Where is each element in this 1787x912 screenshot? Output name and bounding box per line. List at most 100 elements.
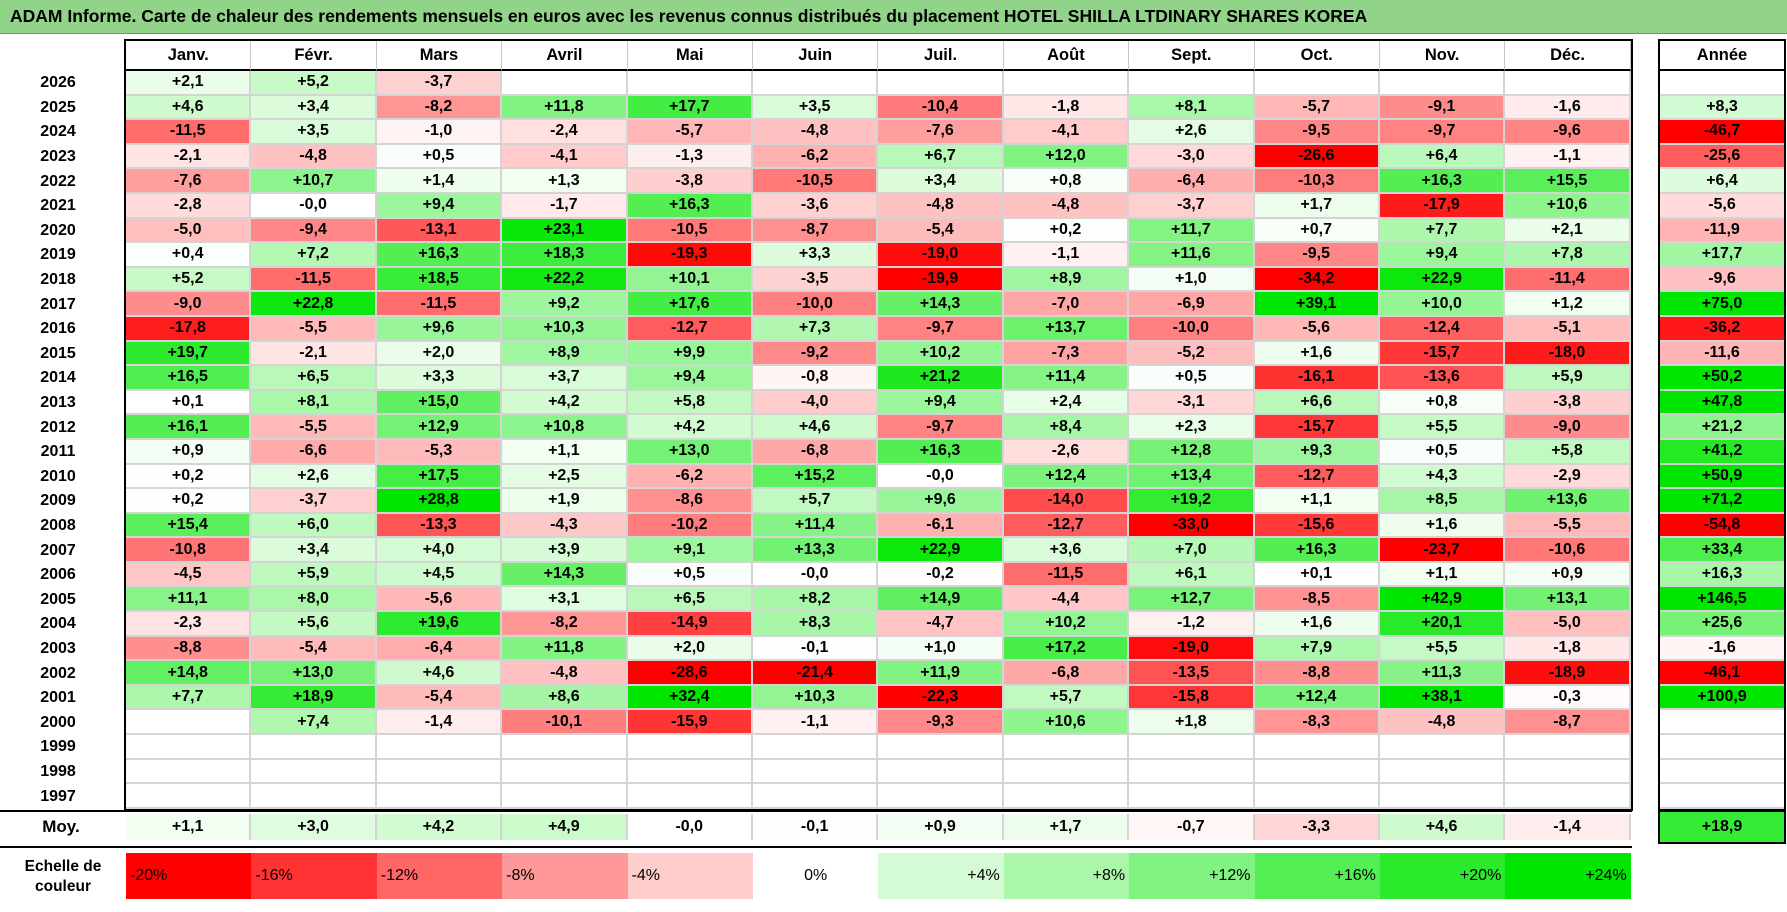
heatmap-cell: +10,0 [1379,292,1506,317]
heatmap-cell [1254,759,1380,785]
scale-step: -12% [376,853,503,899]
year-label: 2007 [40,541,76,559]
heatmap-cell: -34,2 [1254,267,1380,293]
heatmap-cell: +4,6 [126,95,252,121]
annual-cell: -54,8 [1660,513,1784,539]
heatmap-cell [126,784,252,809]
heatmap-cell: -4,4 [1003,587,1130,613]
heatmap-cell: +4,0 [376,538,503,563]
heatmap-cell: +2,0 [376,341,503,367]
year-label: 2006 [40,566,76,584]
year-label: 2003 [40,639,76,657]
heatmap-cell: -3,7 [376,71,503,96]
heatmap-cell: +8,2 [752,587,879,613]
heatmap-cell: -8,3 [1254,710,1380,736]
year-label: 2018 [40,271,76,289]
heatmap-cell [502,784,628,809]
month-header: Sept. [1129,41,1255,71]
month-header: Nov. [1379,41,1506,71]
heatmap-cell: +22,8 [251,292,377,317]
year-label: 2002 [40,664,76,682]
heatmap-cell: +17,7 [627,95,753,121]
annual-cell: -9,6 [1660,267,1784,293]
heatmap-cell: +9,6 [376,316,503,342]
heatmap-cell: -6,1 [878,513,1004,539]
heatmap-cell: +4,2 [502,390,628,416]
heatmap-cell: -6,8 [1003,661,1130,686]
annual-cell: +71,2 [1660,489,1784,514]
year-label: 2021 [40,197,76,215]
heatmap-cell: +17,2 [1003,636,1130,662]
heatmap-cell: +18,5 [376,267,503,293]
annual-cell [1660,71,1784,96]
heatmap-cell: +38,1 [1379,685,1506,711]
heatmap-cell: -7,6 [878,120,1004,145]
heatmap-cell: +0,4 [126,243,252,268]
heatmap-cell: -2,8 [126,193,252,219]
heatmap-cell: +11,3 [1379,661,1506,686]
annual-cell: +17,7 [1660,243,1784,268]
heatmap-cell: -18,9 [1505,661,1631,686]
heatmap-cell: -8,7 [1505,710,1631,736]
heatmap-cell: +1,0 [878,636,1004,662]
year-label: 2015 [40,344,76,362]
heatmap-cell: -13,5 [1129,661,1255,686]
scale-step: +24% [1505,853,1631,899]
heatmap-cell: -1,7 [502,193,628,219]
heatmap-cell: -1,6 [1505,95,1631,121]
heatmap-cell: +4,6 [376,661,503,686]
heatmap-cell: +20,1 [1379,612,1506,637]
heatmap-cell: +18,9 [251,685,377,711]
heatmap-cell: +9,2 [502,292,628,317]
heatmap-cell: -10,1 [502,710,628,736]
heatmap-cell: -4,8 [1379,710,1506,736]
heatmap-cell: -0,1 [752,636,879,662]
heatmap-cell: -10,4 [878,95,1004,121]
heatmap-cell: +5,9 [251,562,377,588]
heatmap-cell: -10,6 [1505,538,1631,563]
annual-cell: +25,6 [1660,612,1784,637]
heatmap-cell: +8,6 [502,685,628,711]
scale-step: +16% [1254,853,1380,899]
heatmap-cell: -8,8 [1254,661,1380,686]
annual-cell [1660,784,1784,809]
average-cell: -0,0 [627,814,753,840]
year-label: 2000 [40,713,76,731]
year-labels: 2026 2025 2024 2023 2022 2021 2020 2019 2018 2017… [0,71,126,809]
scale-step: +8% [1003,853,1130,899]
heatmap-cell: -1,1 [752,710,879,736]
annual-cell: +100,9 [1660,685,1784,711]
heatmap-cell: -0,0 [752,562,879,588]
heatmap-cell: -3,0 [1129,144,1255,170]
heatmap-cell: -11,5 [251,267,377,293]
heatmap-cell: -9,5 [1254,120,1380,145]
heatmap-cell: -3,7 [1129,193,1255,219]
heatmap-cell: -13,6 [1379,366,1506,391]
heatmap-cell: +10,8 [502,415,628,440]
heatmap-cell: +1,9 [502,489,628,514]
heatmap-cell: -11,5 [1003,562,1130,588]
heatmap-cell: -4,8 [502,661,628,686]
heatmap-cell: -0,0 [878,464,1004,490]
heatmap-cell: -0,0 [251,193,377,219]
heatmap-cell: -15,9 [627,710,753,736]
heatmap-cell: +1,7 [1254,193,1380,219]
heatmap-cell: +39,1 [1254,292,1380,317]
heatmap-cell: +2,6 [1129,120,1255,145]
heatmap-cell [1505,784,1631,809]
heatmap-cell: +19,2 [1129,489,1255,514]
heatmap-cell: +10,2 [1003,612,1130,637]
heatmap-cell: +0,7 [1254,218,1380,244]
heatmap-cell: +5,2 [251,71,377,96]
heatmap-cell: -5,5 [251,415,377,440]
annual-cell: +50,9 [1660,464,1784,490]
heatmap-cell: +2,1 [126,71,252,96]
heatmap-cell: +6,0 [251,513,377,539]
heatmap-cell: -17,8 [126,316,252,342]
heatmap-cell: +0,9 [1505,562,1631,588]
heatmap-cell: +13,7 [1003,316,1130,342]
heatmap-cell: +11,8 [502,636,628,662]
heatmap-cell: +1,6 [1254,341,1380,367]
heatmap-cell: +10,1 [627,267,753,293]
year-label: 2017 [40,295,76,313]
